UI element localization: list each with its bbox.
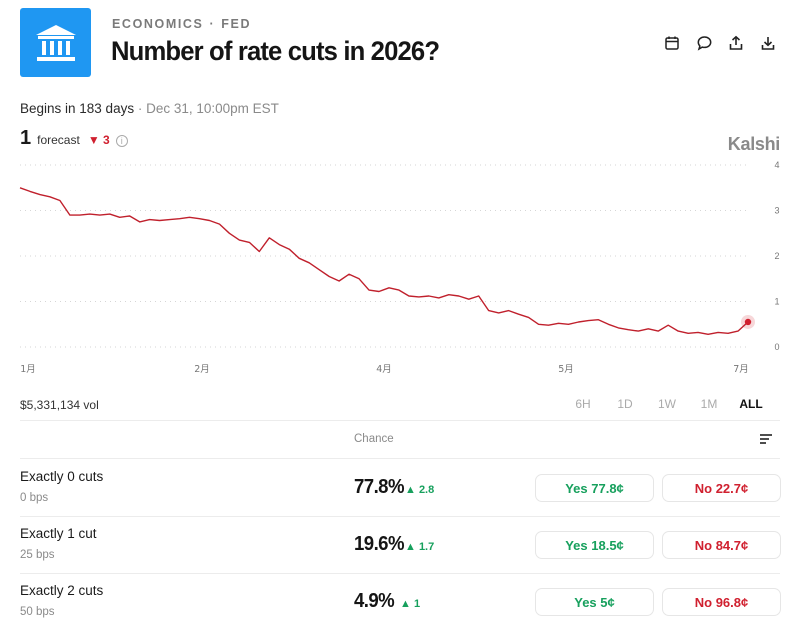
outcome-name: Exactly 2 cuts — [20, 583, 104, 598]
info-icon[interactable]: i — [115, 135, 128, 147]
buy-no-button[interactable]: No 22.7¢ — [662, 474, 781, 502]
forecast-line — [19, 187, 749, 336]
forecast-chart: 4 3 2 1 0 1月 2月 4月 5月 7月 — [19, 160, 780, 375]
outcome-row[interactable]: Exactly 0 cuts 0 bps 77.8% ▲ 2.8 Yes 77.8¢ No… — [0, 459, 800, 516]
divider — [20, 458, 780, 459]
header-actions — [662, 33, 778, 53]
market-icon — [20, 8, 91, 77]
outcome-change: ▲ 1.7 — [405, 541, 435, 553]
y-tick-label: 3 — [774, 206, 779, 216]
share-icon[interactable] — [726, 33, 746, 53]
outcome-bps: 50 bps — [20, 606, 55, 618]
range-1d[interactable]: 1D — [617, 397, 633, 411]
volume-label: $5,331,134 vol — [20, 398, 99, 412]
outcome-bps: 0 bps — [20, 492, 49, 504]
chart-grid — [20, 164, 750, 348]
y-tick-label: 4 — [774, 160, 779, 170]
breadcrumb: ECONOMICS · FED — [112, 17, 252, 31]
outcome-change: ▲ 2.8 — [405, 484, 435, 496]
y-tick-label: 2 — [774, 251, 779, 261]
page-title: Number of rate cuts in 2026? — [111, 36, 440, 66]
kalshi-logo: Kalshi — [727, 134, 781, 154]
x-tick-label: 7月 — [733, 364, 749, 375]
download-icon[interactable] — [758, 33, 778, 53]
x-tick-label: 4月 — [376, 364, 392, 375]
divider — [20, 516, 780, 517]
y-tick-label: 1 — [774, 297, 779, 307]
buy-yes-button[interactable]: Yes 5¢ — [535, 588, 654, 616]
current-point — [744, 318, 752, 326]
comment-icon[interactable] — [694, 33, 714, 53]
outcome-row[interactable]: Exactly 2 cuts 50 bps 4.9% ▲ 1 Yes 5¢ No 96.8… — [0, 573, 800, 630]
outcome-name: Exactly 0 cuts — [20, 469, 104, 484]
divider — [20, 420, 780, 421]
outcome-row[interactable]: Exactly 1 cut 25 bps 19.6% ▲ 1.7 Yes 18.5¢ No… — [0, 516, 800, 573]
forecast-delta: ▼ 3 — [87, 133, 110, 147]
range-6h[interactable]: 6H — [575, 397, 591, 411]
divider — [20, 573, 780, 574]
chance-column-header: Chance — [354, 433, 394, 445]
x-axis-ticks: 1月 2月 4月 5月 7月 — [20, 364, 749, 375]
x-tick-label: 5月 — [558, 364, 574, 375]
sort-lines-icon[interactable] — [758, 432, 774, 446]
category-link[interactable]: ECONOMICS — [112, 17, 204, 31]
outcome-chance: 77.8% — [354, 476, 405, 498]
market-start-info: Begins in 183 days · Dec 31, 10:00pm EST — [20, 101, 279, 116]
buy-no-button[interactable]: No 96.8¢ — [662, 588, 781, 616]
begins-datetime: Dec 31, 10:00pm EST — [146, 101, 279, 116]
outcome-bps: 25 bps — [20, 549, 55, 561]
buy-yes-button[interactable]: Yes 18.5¢ — [535, 531, 654, 559]
subcategory-link[interactable]: FED — [221, 17, 252, 31]
buy-no-button[interactable]: No 84.7¢ — [662, 531, 781, 559]
y-axis-ticks: 4 3 2 1 0 — [774, 160, 779, 352]
outcome-name: Exactly 1 cut — [20, 526, 97, 541]
calendar-icon[interactable] — [662, 33, 682, 53]
outcome-change: ▲ 1 — [400, 598, 421, 610]
forecast-label: forecast — [37, 133, 80, 147]
range-1m[interactable]: 1M — [700, 397, 718, 411]
range-1w[interactable]: 1W — [658, 397, 676, 411]
y-tick-label: 0 — [774, 342, 779, 352]
time-range-selector: 6H 1D 1W 1M ALL — [562, 397, 772, 411]
bank-building-icon — [35, 24, 76, 61]
outcome-chance: 19.6% — [354, 533, 405, 555]
outcome-chance: 4.9% — [354, 590, 395, 612]
range-all[interactable]: ALL — [739, 397, 763, 411]
x-tick-label: 2月 — [194, 364, 210, 375]
forecast-summary: 1 forecast ▼ 3 i — [20, 127, 128, 150]
begins-text: Begins in 183 days — [20, 101, 135, 116]
forecast-value: 1 — [20, 127, 32, 149]
x-tick-label: 1月 — [20, 364, 36, 375]
buy-yes-button[interactable]: Yes 77.8¢ — [535, 474, 654, 502]
